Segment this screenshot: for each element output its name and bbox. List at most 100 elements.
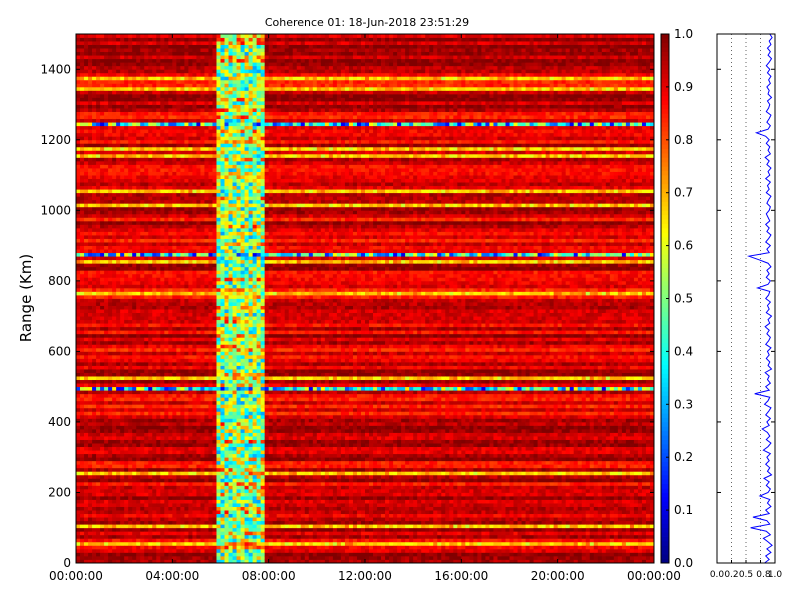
heatmap-cell xyxy=(124,122,128,126)
heatmap-cell xyxy=(160,542,164,546)
heatmap-cell xyxy=(160,496,164,500)
heatmap-cell xyxy=(124,34,128,38)
heatmap-cell xyxy=(156,327,160,331)
heatmap-cell xyxy=(104,119,108,123)
heatmap-cell xyxy=(196,277,200,281)
heatmap-cell xyxy=(116,447,120,451)
heatmap-cell xyxy=(204,299,208,303)
heatmap-cell xyxy=(188,418,192,422)
heatmap-cell xyxy=(132,373,136,377)
heatmap-cell xyxy=(160,337,164,341)
heatmap-cell xyxy=(100,503,104,507)
heatmap-cell xyxy=(160,492,164,496)
heatmap-cell xyxy=(124,425,128,429)
heatmap-cell xyxy=(108,510,112,514)
heatmap-cell xyxy=(92,330,96,334)
heatmap-cell xyxy=(168,524,172,528)
heatmap-cell xyxy=(116,327,120,331)
heatmap-cell xyxy=(116,186,120,190)
heatmap-cell xyxy=(172,133,176,137)
heatmap-cell xyxy=(200,133,204,137)
heatmap-cell xyxy=(136,161,140,165)
heatmap-cell xyxy=(80,267,84,271)
heatmap-cell xyxy=(160,457,164,461)
heatmap-cell xyxy=(204,514,208,518)
heatmap-cell xyxy=(116,408,120,412)
heatmap-cell xyxy=(180,94,184,98)
heatmap-cell xyxy=(172,337,176,341)
heatmap-cell xyxy=(204,503,208,507)
heatmap-cell xyxy=(188,115,192,119)
heatmap-cell xyxy=(172,94,176,98)
heatmap-cell xyxy=(164,126,168,130)
heatmap-cell xyxy=(168,168,172,172)
heatmap-cell xyxy=(128,59,132,63)
heatmap-cell xyxy=(132,182,136,186)
heatmap-cell xyxy=(148,440,152,444)
heatmap-cell xyxy=(148,510,152,514)
heatmap-cell xyxy=(96,457,100,461)
heatmap-cell xyxy=(144,267,148,271)
heatmap-cell xyxy=(80,80,84,84)
heatmap-cell xyxy=(148,507,152,511)
heatmap-cell xyxy=(184,408,188,412)
heatmap-cell xyxy=(76,203,80,207)
heatmap-cell xyxy=(120,55,124,59)
heatmap-cell xyxy=(136,369,140,373)
heatmap-cell xyxy=(84,348,88,352)
heatmap-cell xyxy=(140,309,144,313)
heatmap-cell xyxy=(80,119,84,123)
heatmap-cell xyxy=(152,447,156,451)
heatmap-cell xyxy=(148,358,152,362)
heatmap-cell xyxy=(204,521,208,525)
heatmap-cell xyxy=(152,126,156,130)
heatmap-cell xyxy=(136,263,140,267)
heatmap-cell xyxy=(108,482,112,486)
heatmap-cell xyxy=(184,97,188,101)
heatmap-cell xyxy=(180,246,184,250)
heatmap-cell xyxy=(108,186,112,190)
heatmap-cell xyxy=(120,348,124,352)
heatmap-cell xyxy=(128,172,132,176)
heatmap-cell xyxy=(112,334,116,338)
heatmap-cell xyxy=(196,246,200,250)
heatmap-cell xyxy=(196,531,200,535)
heatmap-cell xyxy=(144,136,148,140)
heatmap-cell xyxy=(92,246,96,250)
heatmap-cell xyxy=(188,538,192,542)
heatmap-cell xyxy=(128,288,132,292)
heatmap-cell xyxy=(156,341,160,345)
heatmap-cell xyxy=(96,471,100,475)
heatmap-cell xyxy=(136,295,140,299)
heatmap-cell xyxy=(112,482,116,486)
heatmap-cell xyxy=(132,196,136,200)
heatmap-cell xyxy=(160,136,164,140)
heatmap-cell xyxy=(124,404,128,408)
heatmap-cell xyxy=(148,115,152,119)
heatmap-cell xyxy=(84,358,88,362)
heatmap-cell xyxy=(112,485,116,489)
heatmap-cell xyxy=(84,249,88,253)
heatmap-cell xyxy=(88,189,92,193)
heatmap-cell xyxy=(164,52,168,56)
heatmap-cell xyxy=(164,323,168,327)
heatmap-cell xyxy=(156,397,160,401)
heatmap-cell xyxy=(128,105,132,109)
heatmap-cell xyxy=(192,66,196,70)
heatmap-cell xyxy=(112,503,116,507)
heatmap-cell xyxy=(76,408,80,412)
heatmap-cell xyxy=(112,189,116,193)
heatmap-cell xyxy=(100,538,104,542)
heatmap-cell xyxy=(144,38,148,42)
heatmap-cell xyxy=(180,235,184,239)
heatmap-cell xyxy=(108,552,112,556)
heatmap-cell xyxy=(152,83,156,87)
heatmap-cell xyxy=(96,341,100,345)
heatmap-cell xyxy=(132,140,136,144)
heatmap-cell xyxy=(128,545,132,549)
heatmap-cell xyxy=(108,320,112,324)
heatmap-cell xyxy=(200,436,204,440)
heatmap-cell xyxy=(164,228,168,232)
heatmap-cell xyxy=(128,302,132,306)
heatmap-cell xyxy=(92,140,96,144)
